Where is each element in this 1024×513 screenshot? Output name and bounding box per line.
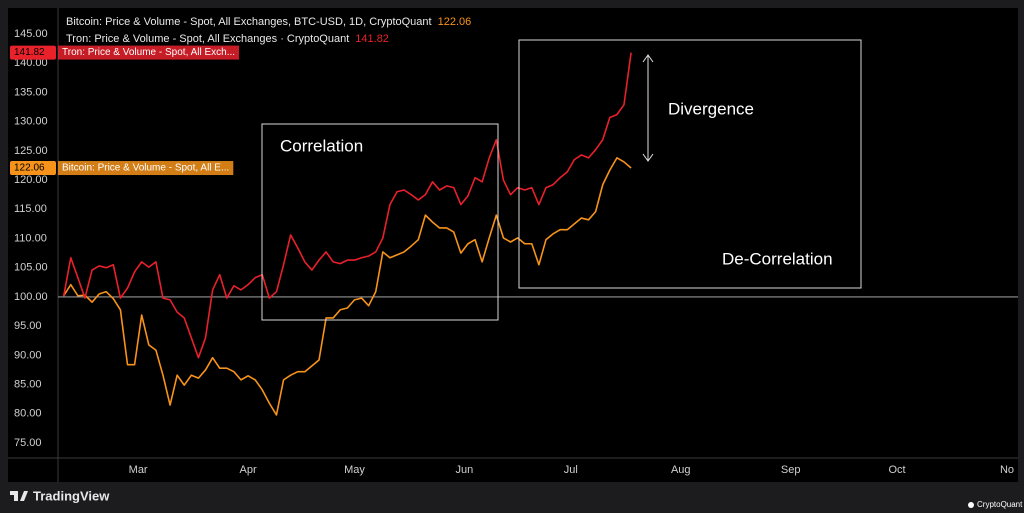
annotation: Divergence	[668, 99, 754, 118]
cryptoquant-logo: CryptoQuant	[968, 500, 1023, 509]
legend-value: 122.06	[438, 16, 472, 28]
chart-panel	[8, 8, 1018, 482]
y-tick-label: 145.00	[14, 28, 48, 40]
y-tick-label: 80.00	[14, 408, 42, 420]
y-tick-label: 130.00	[14, 116, 48, 128]
y-tick-label: 125.00	[14, 145, 48, 157]
y-tick-label: 100.00	[14, 291, 48, 303]
x-tick-label: Jul	[564, 464, 578, 476]
price-tag-label: Tron: Price & Volume - Spot, All Exch...	[62, 47, 235, 58]
legend-entry: Bitcoin: Price & Volume - Spot, All Exch…	[66, 16, 432, 28]
x-tick-label: Sep	[781, 464, 801, 476]
y-tick-label: 90.00	[14, 349, 42, 361]
price-tag-label-bg	[58, 161, 234, 176]
annotation-box	[518, 39, 862, 289]
y-tick-label: 75.00	[14, 437, 42, 449]
x-tick-label: Jun	[456, 464, 474, 476]
annotation: De-Correlation	[722, 249, 833, 268]
tradingview-logo: TradingView	[10, 488, 110, 503]
legend: Bitcoin: Price & Volume - Spot, All Exch…	[66, 16, 471, 45]
annotation: Correlation	[280, 136, 363, 155]
legend-entry: Tron: Price & Volume - Spot, All Exchang…	[66, 33, 349, 45]
divergence-arrow	[642, 54, 654, 162]
price-tag-value-bg	[10, 161, 56, 176]
x-tick-label: Oct	[889, 464, 906, 476]
series-line	[62, 157, 632, 416]
x-tick-label: Aug	[671, 464, 691, 476]
source-left: TradingView	[33, 488, 110, 503]
plot-area	[58, 52, 1018, 416]
x-tick-label: Mar	[129, 464, 148, 476]
y-tick-label: 105.00	[14, 262, 48, 274]
y-tick-label: 135.00	[14, 86, 48, 98]
y-tick-label: 115.00	[14, 203, 47, 215]
x-tick-label: Apr	[240, 464, 257, 476]
price-tag-value: 141.82	[14, 47, 45, 58]
series-line	[62, 52, 632, 359]
legend-value: 141.82	[355, 33, 389, 45]
y-tick-label: 85.00	[14, 378, 42, 390]
price-tag: 122.06 Bitcoin: Price & Volume - Spot, Al…	[10, 161, 234, 176]
y-tick-label: 140.00	[14, 57, 48, 69]
price-tag-value-bg	[10, 45, 56, 60]
price-tag-label: Bitcoin: Price & Volume - Spot, All E...	[62, 163, 229, 174]
price-tag-value: 122.06	[14, 163, 45, 174]
price-tag-label-bg	[58, 45, 240, 60]
price-tag: 141.82 Tron: Price & Volume - Spot, All E…	[10, 45, 240, 60]
y-tick-label: 120.00	[14, 174, 48, 186]
x-tick-label: May	[344, 464, 365, 476]
y-tick-label: 110.00	[14, 232, 47, 244]
y-tick-label: 95.00	[14, 320, 42, 332]
source-right: CryptoQuant	[977, 500, 1023, 509]
annotation-box	[261, 123, 499, 321]
x-tick-label: No	[1000, 464, 1014, 476]
